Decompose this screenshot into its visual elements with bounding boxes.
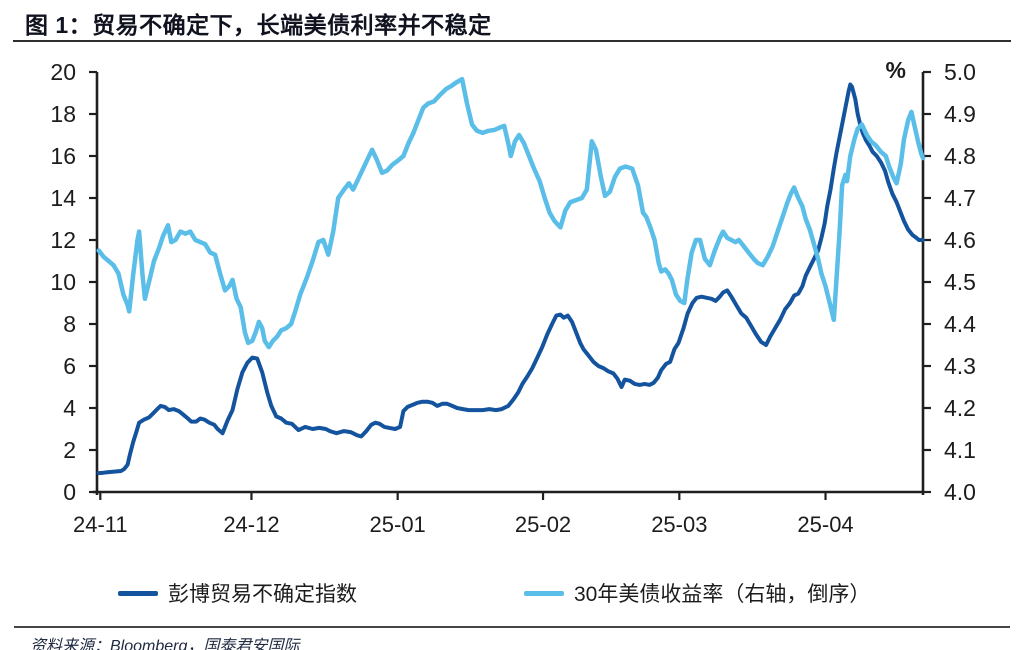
series-line-uncertainty-index [96,82,925,476]
x-axis-tick-label: 24-12 [223,512,279,537]
right-axis-tick-label: 5.0 [944,59,976,85]
left-axis-tick-label: 10 [50,269,76,295]
left-axis-tick-label: 6 [63,353,76,379]
right-axis-tick-label: 4.1 [944,437,976,463]
left-axis-tick-label: 8 [63,311,76,337]
legend-label: 彭博贸易不确定指数 [168,583,357,606]
source-divider [14,626,1010,628]
legend-item-uncertainty-index: 彭博贸易不确定指数 [118,578,357,608]
legend-label: 30年美债收益率（右轴，倒序） [574,583,871,606]
right-axis-tick-label: 4.0 [944,479,976,505]
left-axis-tick-label: 4 [63,395,76,421]
chart-legend: 彭博贸易不确定指数 30年美债收益率（右轴，倒序） [0,578,1024,608]
right-axis-tick-label: 4.3 [944,353,976,379]
series-line-30y-yield [96,76,926,350]
legend-swatch-dark-blue [118,590,158,596]
right-axis-tick-label: 4.9 [944,101,976,127]
x-axis-tick-label: 25-03 [651,512,707,537]
page-title: 图 1：贸易不确定下，长端美债利率并不稳定 [25,12,492,38]
right-axis-tick-label: 4.4 [944,311,976,337]
left-axis-tick-label: 2 [63,437,76,463]
left-axis-tick-label: 0 [63,479,76,505]
right-axis-tick-label: 4.7 [944,185,976,211]
x-axis-tick-label: 24-11 [73,512,128,537]
left-axis-tick-label: 20 [50,59,76,85]
right-axis-tick-label: 4.2 [944,395,976,421]
x-axis-tick-label: 25-04 [797,512,853,537]
x-axis-tick-label: 25-01 [370,512,426,537]
left-axis-tick-label: 16 [50,143,76,169]
legend-swatch-light-blue [524,590,564,596]
right-axis-tick-label: 4.8 [944,143,976,169]
left-axis-tick-label: 18 [50,101,76,127]
title-divider [13,40,1011,42]
left-axis-tick-label: 14 [50,185,76,211]
right-axis-tick-label: 4.6 [944,227,976,253]
left-axis-tick-label: 12 [50,227,76,253]
x-axis-tick-label: 25-02 [515,512,571,537]
right-axis-tick-label: 4.5 [944,269,976,295]
legend-item-30y-yield: 30年美债收益率（右轴，倒序） [524,578,870,608]
right-axis-unit-label: % [885,57,906,83]
source-note: 资料来源：Bloomberg，国泰君安国际 [30,638,300,650]
